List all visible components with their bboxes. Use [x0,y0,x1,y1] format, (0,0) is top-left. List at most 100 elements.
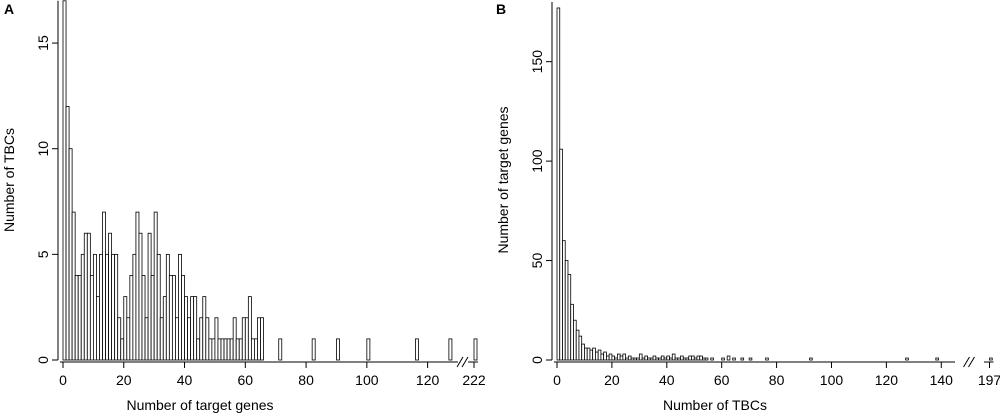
x-tick-label: 120 [875,372,899,388]
bar [205,317,210,361]
bar [641,357,646,361]
bar [586,347,591,361]
bar [589,349,594,361]
bar [247,296,252,361]
x-tick-label: 197 [978,372,1000,388]
bar [559,148,563,361]
x-tick-label: 0 [553,372,561,388]
x-tick-label: 60 [238,372,254,388]
bar [644,355,648,361]
bar [652,355,657,361]
axis-break [456,356,464,368]
bar [721,357,725,361]
bar [193,296,198,361]
bar [120,338,125,361]
bar [250,338,255,361]
bar [241,317,246,361]
bar [592,347,596,361]
y-tick-label: 5 [35,250,51,258]
bar [567,274,572,361]
bar [693,357,698,361]
bar [153,211,158,361]
bar [199,317,204,361]
bar [223,338,228,361]
bar [211,338,216,361]
bar [150,275,155,361]
bar [311,338,316,361]
bar [129,275,134,361]
bar [159,317,164,361]
bar [92,253,97,361]
x-tick-label: 40 [177,372,193,388]
bar [935,357,939,361]
bar [71,211,76,361]
bar [765,357,769,361]
bar [905,357,909,361]
bar [638,353,643,361]
bar [141,275,146,361]
bar [680,355,684,361]
bar [595,351,599,361]
bar [682,357,687,361]
bar [232,317,237,361]
x-tick-label: 80 [769,372,785,388]
bar [597,349,602,361]
bar [600,353,605,361]
bar [611,355,616,361]
bar [616,353,621,361]
bar [83,232,88,361]
y-axis-label: Number of target genes [495,106,511,253]
panel-label: A [4,1,14,17]
bar [217,338,222,361]
bar [77,275,82,361]
x-tick-label: 100 [355,372,379,388]
bar [171,275,176,361]
bar [581,343,585,361]
bar [575,329,580,361]
y-tick-label: 100 [529,149,545,173]
bar [202,296,207,361]
bar [614,357,618,361]
bar [181,275,185,361]
x-tick-label: 140 [930,372,954,388]
bar [190,296,195,361]
bar [156,253,161,361]
bar [562,240,566,361]
bar [196,338,201,361]
bar [135,211,140,361]
bar [663,357,668,361]
bar [655,357,659,361]
bar [564,260,569,361]
bar [584,347,588,361]
bar [226,338,231,361]
bar [187,317,192,361]
bar [627,355,632,361]
bar [473,338,478,361]
bar [622,353,627,361]
x-axis-label: Number of target genes [126,397,273,413]
bar [448,338,453,361]
bar [699,355,703,361]
bar [671,353,676,361]
bar [96,296,100,361]
bar [809,357,813,361]
y-tick-label: 50 [529,253,545,269]
bar [660,355,665,361]
bar [740,357,745,361]
bar [257,317,261,361]
y-axis-label: Number of TBCs [1,128,17,232]
bar [606,355,610,361]
bar [677,357,681,361]
bar [235,338,240,361]
y-tick-label: 150 [529,50,545,74]
bar [647,357,651,361]
bar [989,357,993,361]
bar [147,232,152,361]
bar [86,232,91,361]
bar [208,338,213,361]
bar [178,253,182,361]
bar [62,0,67,361]
y-tick-label: 10 [35,141,51,157]
bar [619,355,624,361]
bar [229,338,234,361]
